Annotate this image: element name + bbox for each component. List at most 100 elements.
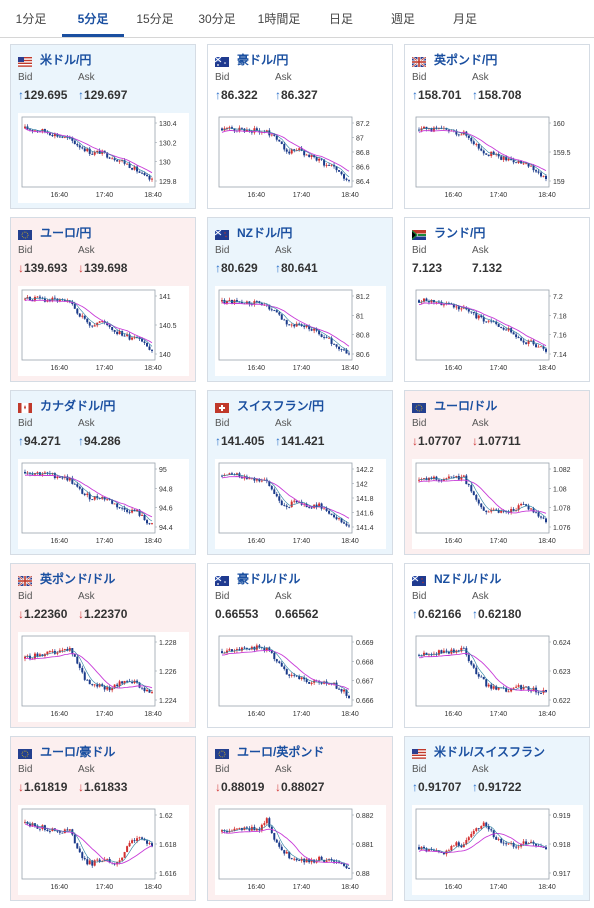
mini-candlestick-chart[interactable]: 95 94.8 94.6 94.4 16:40 17:40 18:40 <box>18 459 189 549</box>
candle <box>275 135 278 142</box>
candle <box>81 146 84 150</box>
candle <box>141 687 144 690</box>
bid-label: Bid <box>18 764 33 775</box>
candle <box>467 135 470 140</box>
rate-card-gbp-jpy[interactable]: 英ポンド/円 Bid Ask ↑158.701 ↑158.708 160 159.… <box>404 44 590 209</box>
pair-title[interactable]: ランド/円 <box>434 225 486 240</box>
rate-card-eur-jpy[interactable]: ユーロ/円 Bid Ask ↓139.693 ↓139.698 141 140.5… <box>10 217 196 382</box>
rate-card-eur-gbp[interactable]: ユーロ/英ポンド Bid Ask ↓0.88019 ↓0.88027 0.882… <box>207 736 393 901</box>
mini-candlestick-chart[interactable]: 0.669 0.668 0.667 0.666 16:40 17:40 18:40 <box>215 632 386 722</box>
mini-candlestick-chart[interactable]: 1.62 1.618 1.616 16:40 17:40 18:40 <box>18 805 189 895</box>
rate-card-eur-aud[interactable]: ユーロ/豪ドル Bid Ask ↓1.61819 ↓1.61833 1.62 1.… <box>10 736 196 901</box>
candle <box>146 687 149 692</box>
pair-title[interactable]: カナダドル/円 <box>40 398 116 413</box>
candle <box>263 820 266 827</box>
pair-title[interactable]: 米ドル/円 <box>40 52 92 67</box>
y-tick-label: 95 <box>159 467 167 474</box>
candle <box>457 133 460 137</box>
candle <box>78 846 81 853</box>
rate-card-usd-chf[interactable]: 米ドル/スイスフラン Bid Ask ↑0.91707 ↑0.91722 0.9… <box>404 736 590 901</box>
ask-label: Ask <box>78 591 95 602</box>
candle <box>141 171 144 175</box>
pair-title[interactable]: スイスフラン/円 <box>237 398 324 413</box>
tab-5[interactable]: 日足 <box>328 12 353 26</box>
card-header: ユーロ/英ポンド <box>215 742 324 760</box>
mini-candlestick-chart[interactable]: 141 140.5 140 16:40 17:40 18:40 <box>18 286 189 376</box>
pair-title[interactable]: NZドル/円 <box>237 225 293 240</box>
bid-value: ↓1.07707 <box>412 434 461 448</box>
tab-6[interactable]: 週足 <box>390 12 415 26</box>
bid-label: Bid <box>215 591 230 602</box>
x-tick-label: 17:40 <box>96 538 114 545</box>
candle <box>295 148 298 151</box>
mini-candlestick-chart[interactable]: 0.624 0.623 0.622 16:40 17:40 18:40 <box>412 632 583 722</box>
pair-title[interactable]: 英ポンド/ドル <box>40 571 116 586</box>
pair-title[interactable]: 豪ドル/円 <box>237 52 289 67</box>
bid-value: ↓0.88019 <box>215 780 264 794</box>
mini-candlestick-chart[interactable]: 1.228 1.226 1.224 16:40 17:40 18:40 <box>18 632 189 722</box>
candle <box>106 498 109 501</box>
pair-title[interactable]: ユーロ/英ポンド <box>237 744 325 759</box>
pair-title[interactable]: NZドル/ドル <box>434 571 502 586</box>
rate-card-nzd-jpy[interactable]: NZドル/円 Bid Ask ↑80.629 ↑80.641 81.2 81 80.… <box>207 217 393 382</box>
candle <box>535 843 538 848</box>
ask-value: ↓139.698 <box>78 261 127 275</box>
mini-candlestick-chart[interactable]: 0.882 0.881 0.88 16:40 17:40 18:40 <box>215 805 386 895</box>
candle <box>126 163 129 165</box>
rate-card-eur-usd[interactable]: ユーロ/ドル Bid Ask ↓1.07707 ↓1.07711 1.082 1.… <box>404 390 590 555</box>
candle <box>318 157 321 163</box>
pair-title[interactable]: 豪ドル/ドル <box>237 571 301 586</box>
rate-card-usd-jpy[interactable]: 米ドル/円 Bid Ask ↑129.695 ↑129.697 130.4 130… <box>10 44 196 209</box>
y-tick-label: 141.8 <box>356 496 374 503</box>
pair-title[interactable]: ユーロ/ドル <box>434 398 498 413</box>
candle <box>540 170 543 178</box>
candle <box>288 673 291 679</box>
pair-title[interactable]: 英ポンド/円 <box>434 52 498 67</box>
ask-number: 86.327 <box>281 88 318 102</box>
mini-candlestick-chart[interactable]: 160 159.5 159 16:40 17:40 18:40 <box>412 113 583 203</box>
candle <box>422 125 425 129</box>
candle <box>283 502 286 507</box>
mini-candlestick-chart[interactable]: 1.082 1.08 1.078 1.076 16:40 17:40 18:40 <box>412 459 583 549</box>
rate-card-zar-jpy[interactable]: ランド/円 Bid Ask 7.123 7.132 7.2 7.18 7.16 7.1… <box>404 217 590 382</box>
rate-card-gbp-usd[interactable]: 英ポンド/ドル Bid Ask ↓1.22360 ↓1.22370 1.228 1… <box>10 563 196 728</box>
bid-number: 1.22360 <box>24 607 68 621</box>
short-average-line <box>24 472 153 522</box>
tab-3[interactable]: 30分足 <box>198 12 236 26</box>
candle <box>500 326 503 329</box>
tab-2[interactable]: 15分足 <box>136 12 174 26</box>
candle <box>228 125 231 131</box>
x-tick-label: 16:40 <box>247 538 265 545</box>
rate-card-chf-jpy[interactable]: スイスフラン/円 Bid Ask ↑141.405 ↑141.421 142.2… <box>207 390 393 555</box>
mini-candlestick-chart[interactable]: 81.2 81 80.8 80.6 16:40 17:40 18:40 <box>215 286 386 376</box>
candle <box>116 159 119 162</box>
candle <box>333 343 336 345</box>
tab-0[interactable]: 1分足 <box>15 12 47 26</box>
candle <box>98 683 101 688</box>
mini-candlestick-chart[interactable]: 87.2 87 86.8 86.6 86.4 16:40 17:40 18:40 <box>215 113 386 203</box>
candle <box>315 327 318 333</box>
rate-card-nzd-usd[interactable]: NZドル/ドル Bid Ask ↑0.62166 ↑0.62180 0.624 0… <box>404 563 590 728</box>
x-tick-label: 16:40 <box>444 538 462 545</box>
candle <box>318 855 321 862</box>
y-tick-label: 0.667 <box>356 679 374 686</box>
mini-candlestick-chart[interactable]: 7.2 7.18 7.16 7.14 16:40 17:40 18:40 <box>412 286 583 376</box>
candle <box>38 294 41 300</box>
mini-candlestick-chart[interactable]: 0.919 0.918 0.917 16:40 17:40 18:40 <box>412 805 583 895</box>
tab-7[interactable]: 月足 <box>452 12 477 26</box>
tab-4[interactable]: 1時間足 <box>257 12 301 26</box>
mini-candlestick-chart[interactable]: 142.2 142 141.8 141.6 141.4 16:40 17:40 18:40 <box>215 459 386 549</box>
pair-title[interactable]: ユーロ/豪ドル <box>40 744 116 759</box>
mini-candlestick-chart[interactable]: 130.4 130.2 130 129.8 16:40 17:40 18:40 <box>18 113 189 203</box>
tab-1[interactable]: 5分足 <box>62 0 124 37</box>
candle <box>330 513 333 516</box>
rate-card-aud-jpy[interactable]: 豪ドル/円 Bid Ask ↑86.322 ↑86.327 87.2 87 86.8… <box>207 44 393 209</box>
rate-card-aud-usd[interactable]: 豪ドル/ドル Bid Ask 0.66553 0.66562 0.669 0.66… <box>207 563 393 728</box>
short-average-line <box>24 297 153 347</box>
candle <box>320 333 323 338</box>
pair-title[interactable]: ユーロ/円 <box>40 225 92 240</box>
pair-title[interactable]: 米ドル/スイスフラン <box>434 744 545 759</box>
ask-value: 7.132 <box>472 261 502 275</box>
candle <box>300 676 303 681</box>
rate-card-cad-jpy[interactable]: カナダドル/円 Bid Ask ↑94.271 ↑94.286 95 94.8 94… <box>10 390 196 555</box>
